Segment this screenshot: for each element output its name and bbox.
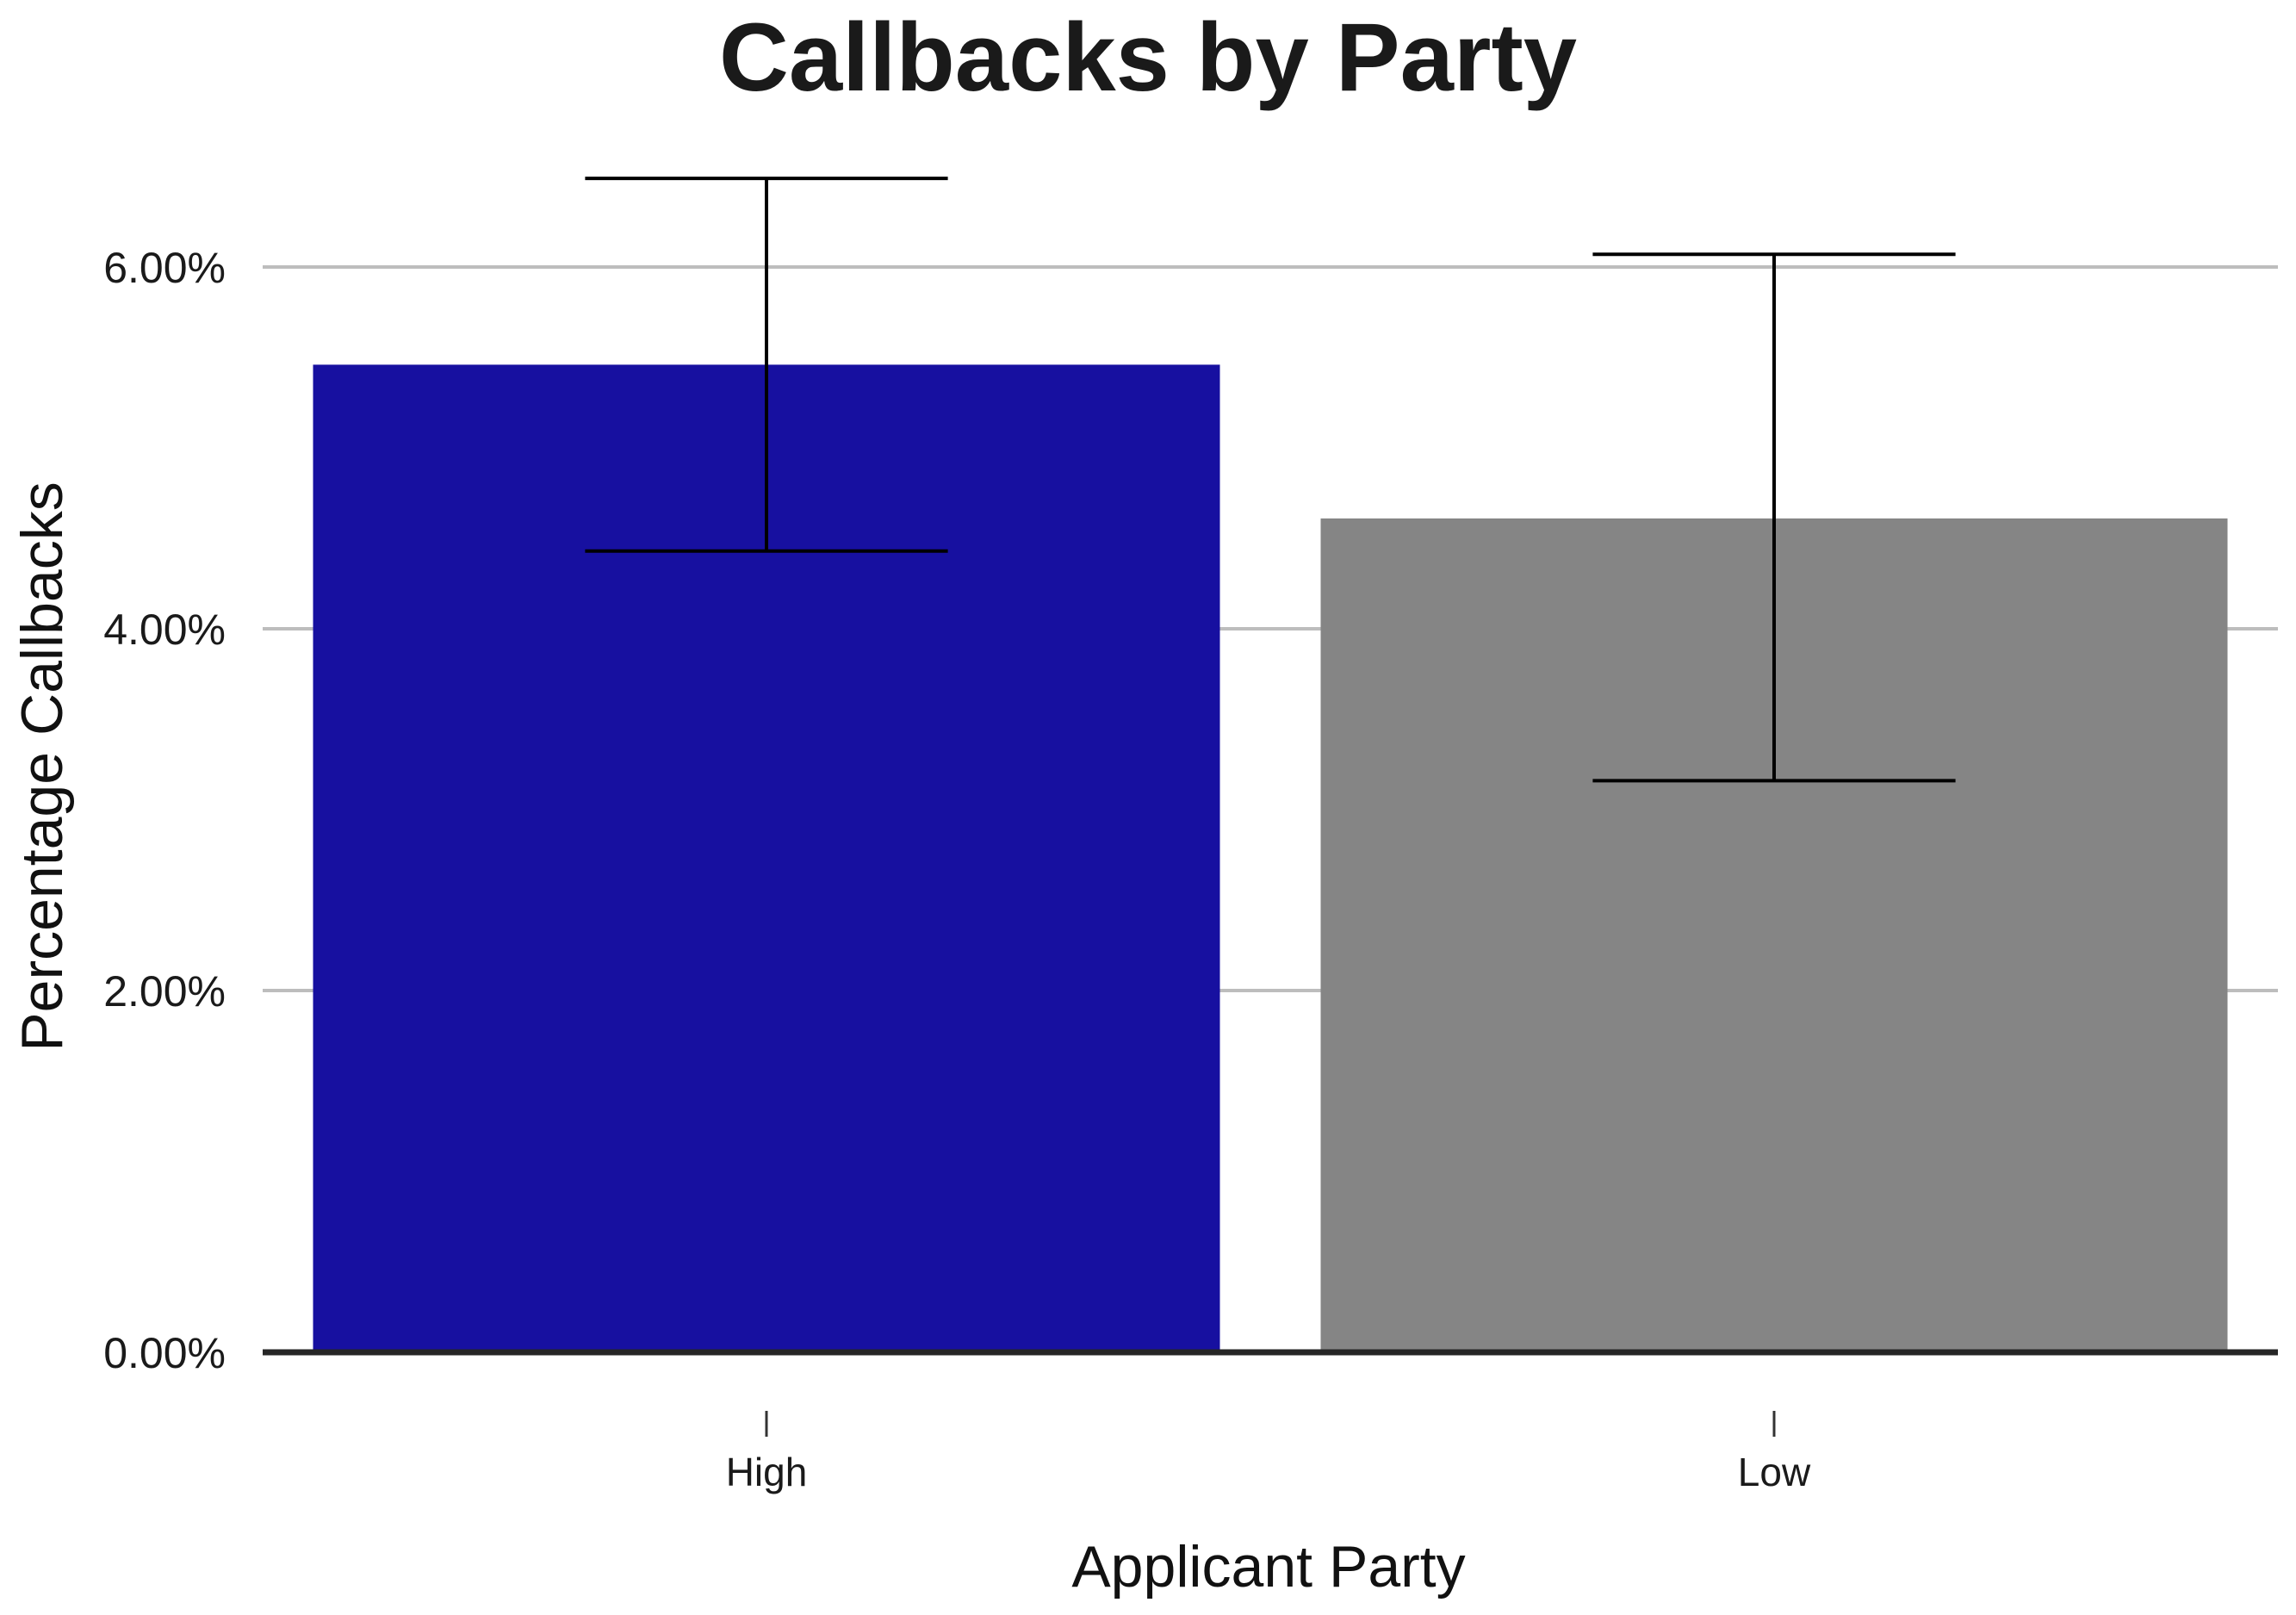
y-tick-label-1: 2.00% <box>103 967 226 1016</box>
x-tick-label-low: Low <box>1738 1450 1811 1494</box>
x-axis-ticks: High Low <box>726 1411 1811 1494</box>
chart-title: Callbacks by Party <box>719 3 1577 111</box>
error-bar-high <box>585 177 948 553</box>
y-tick-label-3: 6.00% <box>103 244 226 292</box>
x-tick-label-high: High <box>726 1450 808 1494</box>
y-tick-label-0: 0.00% <box>103 1329 226 1377</box>
error-bars <box>585 177 1956 783</box>
error-bar-low <box>1592 252 1956 783</box>
y-axis-ticks: 0.00% 2.00% 4.00% 6.00% <box>103 244 226 1377</box>
bars <box>313 364 2228 1352</box>
x-axis-title: Applicant Party <box>1071 1534 1465 1599</box>
y-tick-label-2: 4.00% <box>103 606 226 654</box>
y-axis-title: Percentage Callbacks <box>9 481 75 1051</box>
